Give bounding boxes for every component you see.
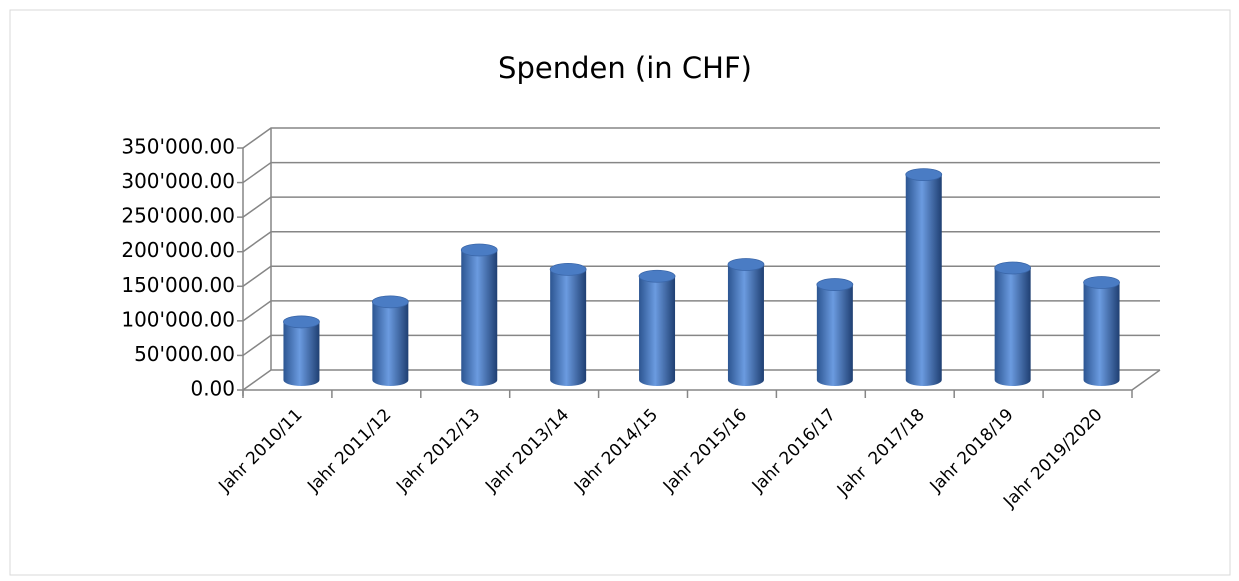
bar-top — [816, 278, 854, 291]
bar-body — [372, 301, 409, 386]
bar-body — [283, 321, 320, 386]
bar-body — [816, 284, 853, 386]
bar-body — [905, 174, 942, 386]
bar-top — [283, 315, 320, 329]
bar — [638, 269, 676, 386]
grid-line — [242, 334, 1160, 357]
bar-body — [461, 250, 498, 386]
grid-line — [242, 161, 1160, 184]
bar-top — [1083, 276, 1120, 289]
y-tick-label: 300'000.00 — [121, 169, 235, 193]
y-tick-label: 0.00 — [190, 377, 235, 401]
bar — [549, 262, 587, 386]
y-tick-label: 100'000.00 — [121, 307, 235, 331]
bar — [283, 315, 320, 386]
y-tick-label: 200'000.00 — [121, 238, 235, 262]
bar — [460, 243, 498, 386]
bar-body — [639, 276, 676, 386]
y-tick-label: 150'000.00 — [121, 273, 235, 297]
bar-body — [727, 264, 764, 386]
bar-top — [994, 261, 1032, 275]
bar-top — [638, 269, 676, 283]
bar — [371, 295, 409, 386]
grid-line — [242, 127, 1160, 149]
bar — [994, 261, 1032, 386]
grid-line — [242, 230, 1160, 253]
y-tick-label: 50'000.00 — [134, 342, 235, 366]
bar-top — [727, 258, 765, 271]
bar — [1083, 276, 1120, 386]
chart-title: Spenden (in CHF) — [498, 51, 752, 85]
bar-top — [371, 295, 409, 309]
bar-body — [1083, 282, 1120, 386]
grid-line — [242, 196, 1160, 218]
y-tick-label: 350'000.00 — [121, 135, 235, 159]
grid-line — [242, 300, 1160, 322]
bar-top — [460, 243, 498, 257]
bar-body — [994, 267, 1031, 386]
bar — [727, 258, 765, 386]
bar-body — [550, 269, 587, 386]
bar — [905, 168, 943, 386]
bar-top — [549, 262, 587, 276]
y-tick-label: 250'000.00 — [121, 204, 235, 228]
grid-line — [242, 369, 1160, 391]
bar-top — [905, 168, 943, 182]
grid-line — [242, 265, 1160, 287]
bar — [816, 278, 854, 386]
